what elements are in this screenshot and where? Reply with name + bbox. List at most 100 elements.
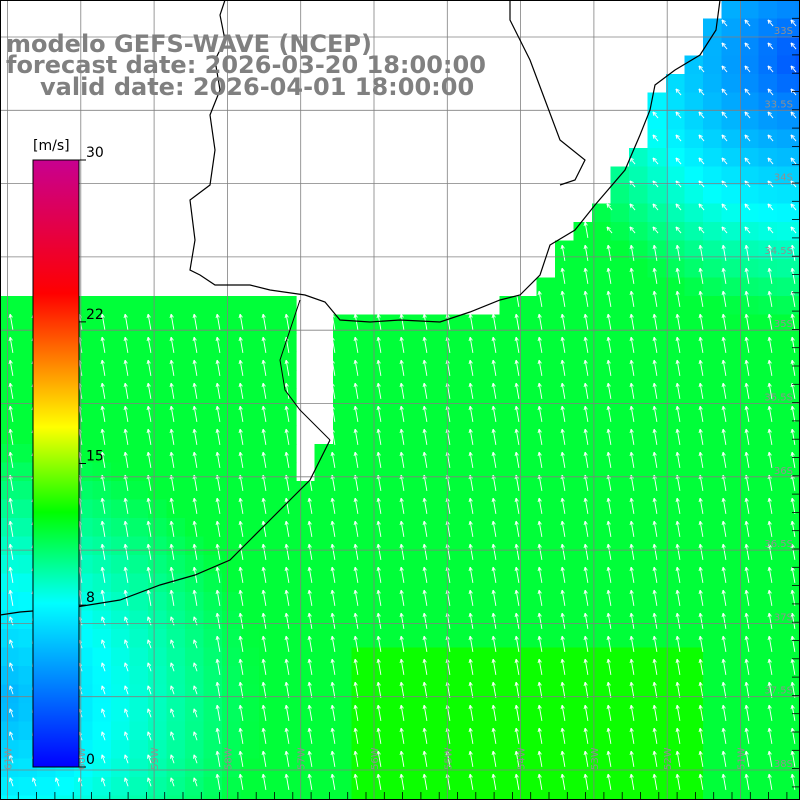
wind-speed-cell — [277, 388, 297, 408]
wind-speed-cell — [240, 555, 260, 575]
wind-speed-cell — [388, 388, 408, 408]
wind-speed-cell — [18, 795, 38, 800]
wind-vector — [9, 777, 14, 787]
wind-speed-cell — [684, 703, 704, 723]
wind-vector — [330, 658, 336, 675]
wind-vector — [261, 635, 267, 652]
wind-speed-cell — [407, 795, 427, 800]
wind-vector — [491, 612, 497, 629]
wind-speed-cell — [629, 351, 649, 371]
wind-vector — [767, 520, 773, 537]
wind-speed-cell — [795, 592, 800, 612]
wind-speed-cell — [203, 314, 223, 334]
wind-vector — [491, 405, 497, 422]
wind-vector — [376, 497, 382, 514]
wind-speed-cell — [536, 444, 556, 464]
wind-speed-cell — [129, 296, 149, 316]
wind-vector — [491, 727, 497, 744]
wind-vector — [721, 704, 727, 721]
wind-vector — [767, 111, 774, 119]
wind-speed-cell — [647, 684, 667, 704]
wind-speed-cell — [536, 777, 556, 797]
wind-speed-cell — [647, 370, 667, 390]
wind-vector — [123, 359, 129, 376]
wind-speed-cell — [0, 370, 20, 390]
wind-speed-cell — [795, 222, 800, 242]
wind-speed-cell — [758, 481, 778, 501]
wind-vector — [422, 589, 428, 606]
wind-vector — [514, 336, 520, 353]
wind-speed-cell — [333, 481, 353, 501]
wind-vector — [215, 336, 221, 353]
wind-speed-cell — [740, 795, 760, 800]
wind-speed-cell — [129, 462, 149, 482]
wind-vector — [146, 543, 152, 560]
wind-vector — [537, 681, 543, 698]
wind-speed-cell — [277, 481, 297, 501]
wind-speed-cell — [203, 351, 223, 371]
wind-vector — [560, 382, 566, 399]
wind-vector — [767, 704, 773, 721]
wind-vector — [169, 359, 175, 376]
wind-speed-cell — [721, 518, 741, 538]
wind-speed-cell — [185, 721, 205, 741]
wind-vector — [744, 681, 750, 698]
wind-speed-cell — [111, 592, 131, 612]
wind-vector — [767, 382, 773, 399]
wind-vector — [629, 727, 635, 744]
wind-speed-cell — [795, 351, 800, 371]
wind-vector — [146, 382, 152, 399]
wind-speed-cell — [647, 536, 667, 556]
wind-vector — [583, 566, 589, 583]
wind-speed-cell — [758, 166, 778, 186]
wind-vector — [767, 727, 773, 744]
wind-vector — [238, 727, 244, 744]
wind-speed-cell — [407, 740, 427, 760]
wind-vector — [124, 777, 129, 787]
wind-vector — [8, 428, 14, 445]
wind-speed-cell — [240, 721, 260, 741]
wind-vector — [767, 336, 773, 353]
wind-vector — [170, 616, 175, 626]
wind-vector — [353, 451, 359, 468]
wind-vector — [560, 681, 566, 698]
wind-vector — [238, 359, 244, 376]
wind-speed-cell — [240, 610, 260, 630]
wind-vector — [284, 451, 290, 468]
wind-vector — [744, 244, 750, 261]
wind-speed-cell — [407, 536, 427, 556]
wind-vector — [491, 336, 497, 353]
wind-vector — [169, 520, 175, 537]
wind-speed-cell — [610, 499, 630, 519]
wind-speed-cell — [518, 499, 538, 519]
wind-vector — [560, 704, 566, 721]
wind-speed-cell — [555, 499, 575, 519]
wind-vector — [560, 290, 566, 307]
wind-speed-cell — [740, 499, 760, 519]
wind-vector — [330, 382, 336, 399]
wind-vector — [193, 754, 198, 764]
wind-vector — [147, 731, 152, 741]
wind-vector — [399, 750, 405, 767]
wind-vector — [583, 313, 589, 330]
wind-speed-cell — [259, 684, 279, 704]
wind-speed-cell — [777, 259, 797, 279]
wind-speed-cell — [277, 573, 297, 593]
wind-vector — [193, 731, 198, 741]
wind-speed-cell — [425, 425, 445, 445]
wind-speed-cell — [721, 703, 741, 723]
wind-speed-cell — [610, 758, 630, 778]
wind-speed-cell — [277, 740, 297, 760]
wind-speed-cell — [462, 481, 482, 501]
wind-vector — [790, 65, 797, 73]
wind-vector — [698, 88, 705, 96]
wind-vector — [330, 497, 336, 514]
longitude-label: 55W — [443, 747, 454, 770]
wind-speed-cell — [610, 518, 630, 538]
wind-vector — [721, 19, 728, 27]
wind-speed-cell — [148, 536, 168, 556]
wind-speed-cell — [351, 647, 371, 667]
wind-speed-cell — [92, 666, 112, 686]
wind-speed-cell — [462, 370, 482, 390]
wind-vector — [606, 612, 612, 629]
